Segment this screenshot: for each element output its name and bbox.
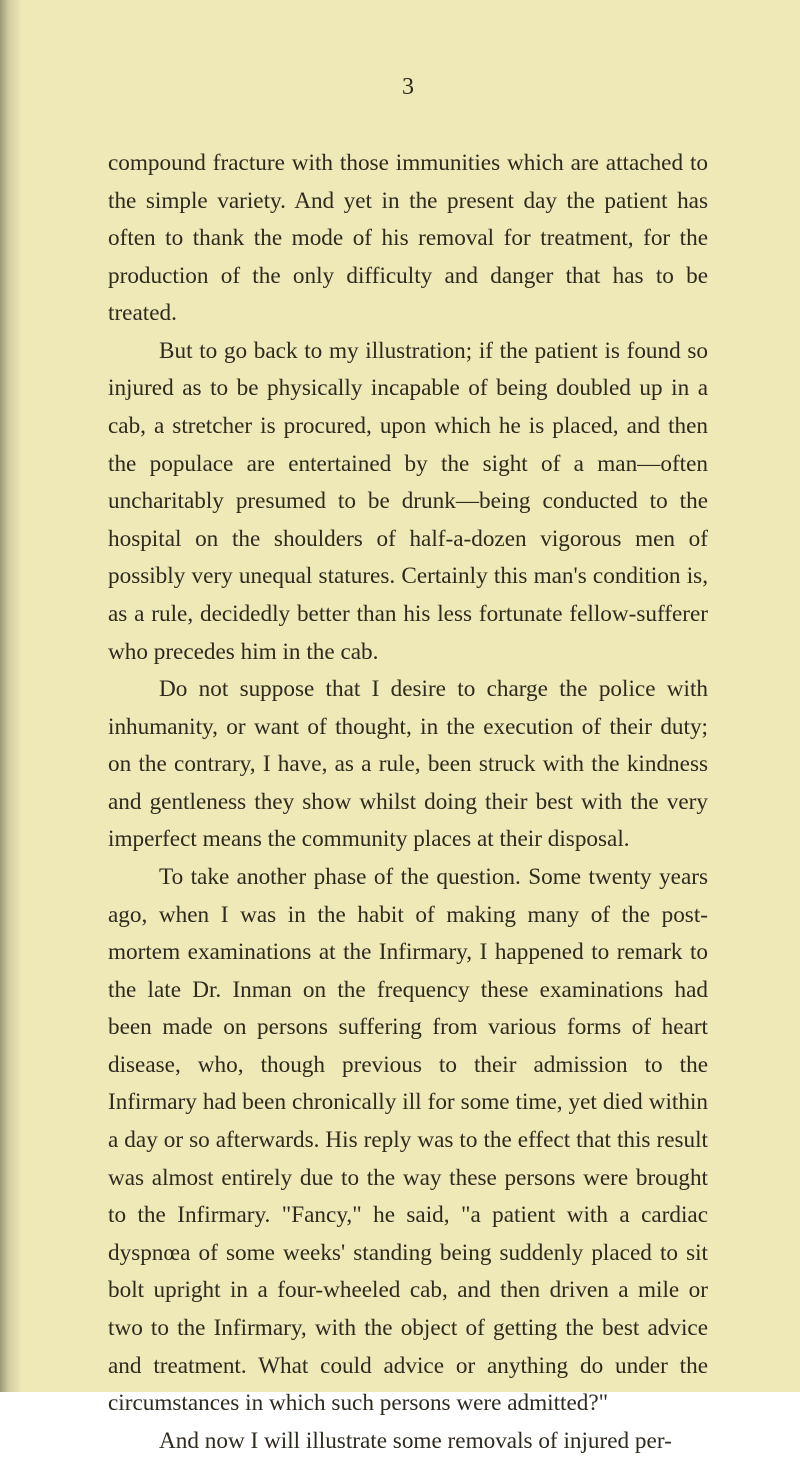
paragraph: Do not suppose that I desire to charge t…: [108, 671, 708, 859]
page-body-text: compound fracture with those immunities …: [108, 145, 708, 1460]
paragraph: But to go back to my illustration; if th…: [108, 333, 708, 671]
paragraph: To take another phase of the question. S…: [108, 859, 708, 1423]
page-number: 3: [108, 74, 708, 101]
paragraph: And now I will illustrate some removals …: [108, 1423, 708, 1460]
paragraph: compound fracture with those immunities …: [108, 145, 708, 333]
scanned-page: 3 compound fracture with those immunitie…: [0, 0, 800, 1392]
scan-binding-shadow: [0, 0, 22, 1392]
